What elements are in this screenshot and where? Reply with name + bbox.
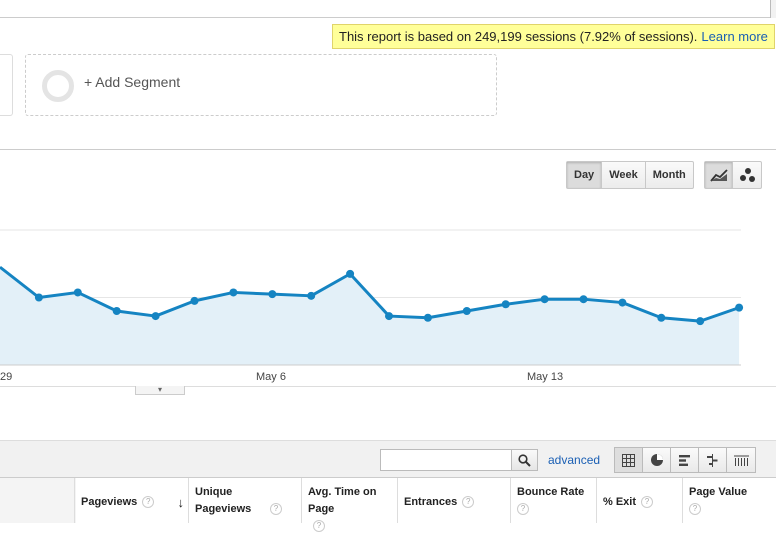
help-icon[interactable]: ? <box>517 503 529 516</box>
pie-icon <box>650 454 663 466</box>
table-view-selector <box>614 447 756 473</box>
column-label: Entrances <box>404 496 458 508</box>
x-tick-label: 29 <box>0 371 13 383</box>
chart-type-selector <box>704 161 762 189</box>
search-button[interactable] <box>511 449 538 471</box>
column-label: Page Value <box>689 486 748 498</box>
chart-canvas <box>0 229 744 366</box>
pivot-view-button[interactable] <box>727 448 755 472</box>
data-point[interactable] <box>618 298 627 307</box>
column-header-bounce-rate[interactable]: Bounce Rate? <box>510 478 596 523</box>
data-point[interactable] <box>307 291 316 300</box>
chart-collapse-handle[interactable]: ▾ <box>135 386 185 395</box>
percentage-view-button[interactable] <box>643 448 671 472</box>
line-chart-icon <box>709 169 728 182</box>
data-point[interactable] <box>696 317 705 326</box>
column-label: Pageviews <box>81 496 138 508</box>
comparison-view-button[interactable] <box>699 448 727 472</box>
data-point[interactable] <box>540 295 549 304</box>
add-segment-button[interactable]: + Add Segment <box>25 54 497 116</box>
help-icon[interactable]: ? <box>142 496 155 509</box>
data-point[interactable] <box>657 313 666 322</box>
day-button[interactable]: Day <box>567 162 603 188</box>
sampling-notice: This report is based on 249,199 sessions… <box>332 24 775 49</box>
data-point[interactable] <box>579 295 588 304</box>
column-header-unique-pageviews[interactable]: Unique Pageviews? <box>188 478 301 523</box>
data-point[interactable] <box>735 303 744 312</box>
add-segment-label: + Add Segment <box>84 74 181 90</box>
week-button[interactable]: Week <box>602 162 646 188</box>
sort-desc-icon: ↓ <box>177 495 185 510</box>
data-point[interactable] <box>190 296 199 305</box>
scrollbar[interactable] <box>770 0 776 18</box>
top-strip <box>0 0 776 18</box>
pivot-icon <box>733 455 749 466</box>
table-toolbar: advanced <box>0 440 776 478</box>
help-icon[interactable]: ? <box>641 496 654 509</box>
column-header-pageviews[interactable]: Pageviews? ↓ <box>74 478 188 523</box>
bar-list-icon <box>679 454 690 466</box>
segment-ring-icon <box>42 70 74 102</box>
column-header-page-value[interactable]: Page Value? <box>682 478 776 523</box>
grid-icon <box>622 453 635 467</box>
sampling-text: This report is based on 249,199 sessions… <box>339 29 698 44</box>
data-point[interactable] <box>501 300 510 309</box>
help-icon[interactable]: ? <box>313 520 325 533</box>
data-point[interactable] <box>34 293 43 302</box>
line-chart-button[interactable] <box>705 162 733 188</box>
search-icon <box>518 453 531 467</box>
dimension-column-header[interactable] <box>0 478 76 523</box>
series-line <box>0 265 740 323</box>
column-label: Bounce Rate <box>517 486 585 498</box>
data-point[interactable] <box>462 307 471 315</box>
sessions-chart <box>0 210 776 390</box>
table-search-input[interactable] <box>380 449 512 471</box>
data-point[interactable] <box>73 288 82 297</box>
advanced-filter-link[interactable]: advanced <box>548 453 601 467</box>
column-header-avg-time-on-page[interactable]: Avg. Time on Page? <box>301 478 397 533</box>
performance-view-button[interactable] <box>671 448 699 472</box>
x-tick-label: May 6 <box>256 371 286 383</box>
data-point[interactable] <box>385 312 393 321</box>
x-tick-label: May 13 <box>527 371 564 383</box>
column-label: Unique Pageviews <box>195 486 252 515</box>
data-point[interactable] <box>423 313 432 322</box>
data-view-button[interactable] <box>615 448 643 472</box>
bubble-chart-icon <box>740 168 755 182</box>
comparison-icon <box>707 453 718 467</box>
data-point[interactable] <box>112 307 121 315</box>
data-point[interactable] <box>268 290 277 299</box>
learn-more-link[interactable]: Learn more <box>701 29 768 44</box>
column-label: Avg. Time on Page <box>308 486 377 515</box>
divider <box>0 386 776 387</box>
motion-chart-button[interactable] <box>733 162 761 188</box>
data-point[interactable] <box>229 288 238 297</box>
column-header-entrances[interactable]: Entrances? <box>397 478 510 523</box>
series-area <box>0 267 740 365</box>
period-selector: Day Week Month <box>566 161 694 189</box>
month-button[interactable]: Month <box>652 169 686 181</box>
data-point[interactable] <box>151 312 160 321</box>
table-header: Pageviews? ↓ Unique Pageviews? Avg. Time… <box>0 478 776 533</box>
data-point[interactable] <box>346 269 355 278</box>
help-icon[interactable]: ? <box>689 503 701 516</box>
help-icon[interactable]: ? <box>462 496 475 509</box>
segment-all-sessions[interactable] <box>0 54 13 116</box>
help-icon[interactable]: ? <box>270 503 282 516</box>
divider <box>0 149 776 150</box>
column-header-exit[interactable]: % Exit? <box>596 478 682 523</box>
column-label: % Exit <box>603 496 637 508</box>
